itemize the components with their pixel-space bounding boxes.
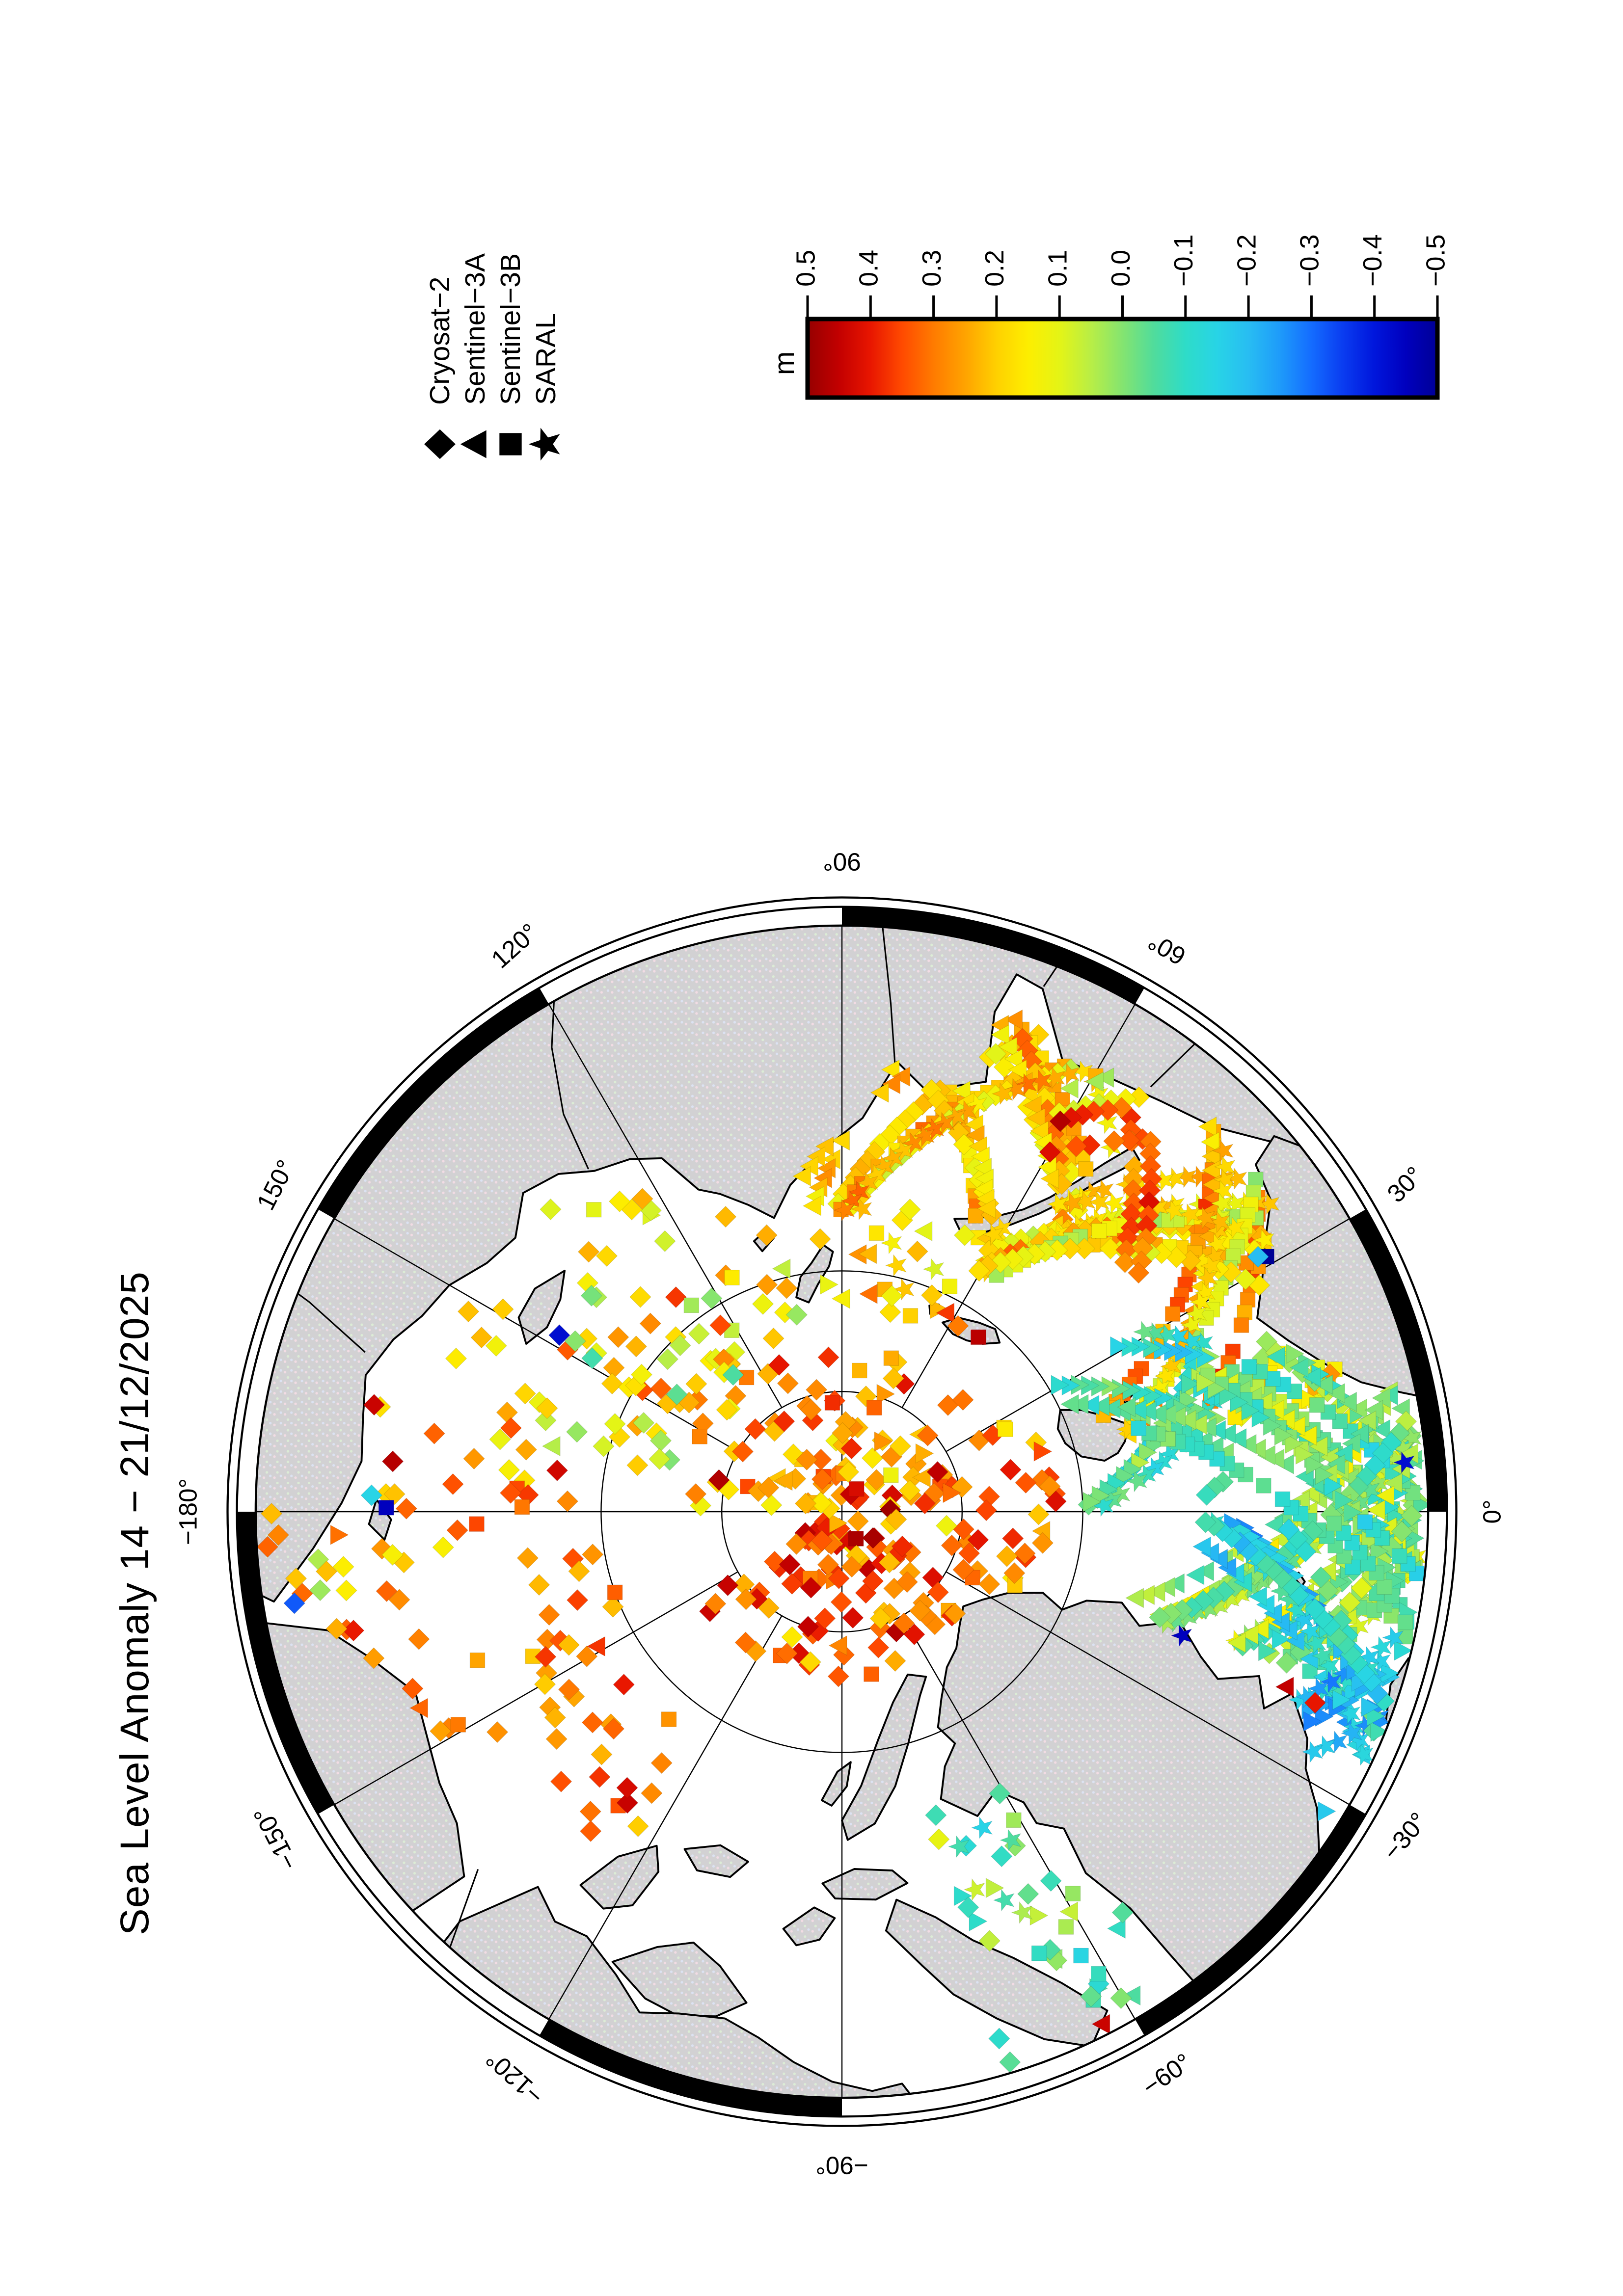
river-lena <box>551 973 590 1170</box>
colorbar-tick-label: 0.5 <box>791 250 820 287</box>
sentinel3a-triangle-icon <box>460 430 487 458</box>
colorbar: 0.5 0.4 0.3 0.2 0.1 0.0 −0.1 −0.2 −0.3 −0.4 −0.5 m <box>768 234 1450 400</box>
colorbar-tick-label: −0.3 <box>1295 234 1325 287</box>
lon-label--60: −60° <box>1137 2048 1196 2101</box>
legend-row-sentinel3a: Sentinel−3A <box>455 253 496 465</box>
landmass-ellesmere <box>841 1673 927 1841</box>
colorbar-tick-label: 0.2 <box>980 250 1009 287</box>
lon-label-0: 0° <box>1478 1499 1506 1523</box>
arctic-sla-map: 0° 30° 60° 90° 120° 150° −180° −150° −120° −90° −6… <box>174 848 1506 2180</box>
legend-label-cryosat2: Cryosat−2 <box>424 276 456 405</box>
lon-label--90: −90° <box>815 2151 868 2179</box>
colorbar-tick-label: −0.1 <box>1169 234 1198 287</box>
graticule-layer <box>255 925 1429 2098</box>
legend-label-saral: SARAL <box>530 313 562 405</box>
landmass-new-siberian-islands <box>517 1270 566 1345</box>
legend-row-cryosat2: Cryosat−2 <box>419 277 460 465</box>
landmass-devon <box>821 1868 909 1901</box>
sentinel3b-square-icon <box>499 433 522 455</box>
colorbar-gradient <box>808 319 1437 398</box>
lon-label--150: −150° <box>248 1802 303 1874</box>
legend-label-sentinel3b: Sentinel−3B <box>495 253 526 405</box>
colorbar-tick-label: −0.5 <box>1421 234 1450 287</box>
colorbar-tick-label: −0.4 <box>1358 234 1387 287</box>
landmass-banks <box>579 1844 660 1910</box>
legend-row-sentinel3b: Sentinel−3B <box>490 253 531 465</box>
colorbar-tick-label: 0.0 <box>1106 250 1136 287</box>
boundary-ring <box>226 896 1458 2127</box>
lon-label-120: 120° <box>486 918 543 973</box>
legend-row-saral: SARAL <box>525 313 567 465</box>
colorbar-unit-label: m <box>768 351 800 375</box>
lon-label-180: −180° <box>174 1478 202 1545</box>
scatter-layer <box>256 1009 1429 2073</box>
landmass-melville <box>683 1844 749 1878</box>
landmass-axel-heiberg <box>821 1761 852 1807</box>
lon-label-30: 30° <box>1382 1161 1429 1208</box>
colorbar-tick-label: 0.1 <box>1043 250 1072 287</box>
landmass-somerset <box>782 1906 836 1947</box>
colorbar-tick-label: 0.3 <box>917 250 947 287</box>
colorbar-tick-label: −0.2 <box>1232 234 1261 287</box>
lon-label--120: −120° <box>481 2045 549 2110</box>
lon-label-90: 90° <box>823 848 861 876</box>
saral-star-icon <box>528 427 560 461</box>
map-interior <box>255 925 1429 2098</box>
lon-label-150: 150° <box>251 1155 300 1214</box>
lon-label--30: −30° <box>1378 1807 1433 1866</box>
cryosat2-diamond-icon <box>424 429 456 459</box>
landmass-siberia <box>255 925 1372 1603</box>
legend-label-sentinel3a: Sentinel−3A <box>460 253 491 405</box>
lon-label-60: 60° <box>1143 927 1190 970</box>
colorbar-tick-label: 0.4 <box>854 250 884 287</box>
landmass-severnaya-zemlya <box>795 1244 834 1304</box>
river-yenisei <box>882 928 896 1074</box>
landmass-victoria <box>611 1942 748 2018</box>
